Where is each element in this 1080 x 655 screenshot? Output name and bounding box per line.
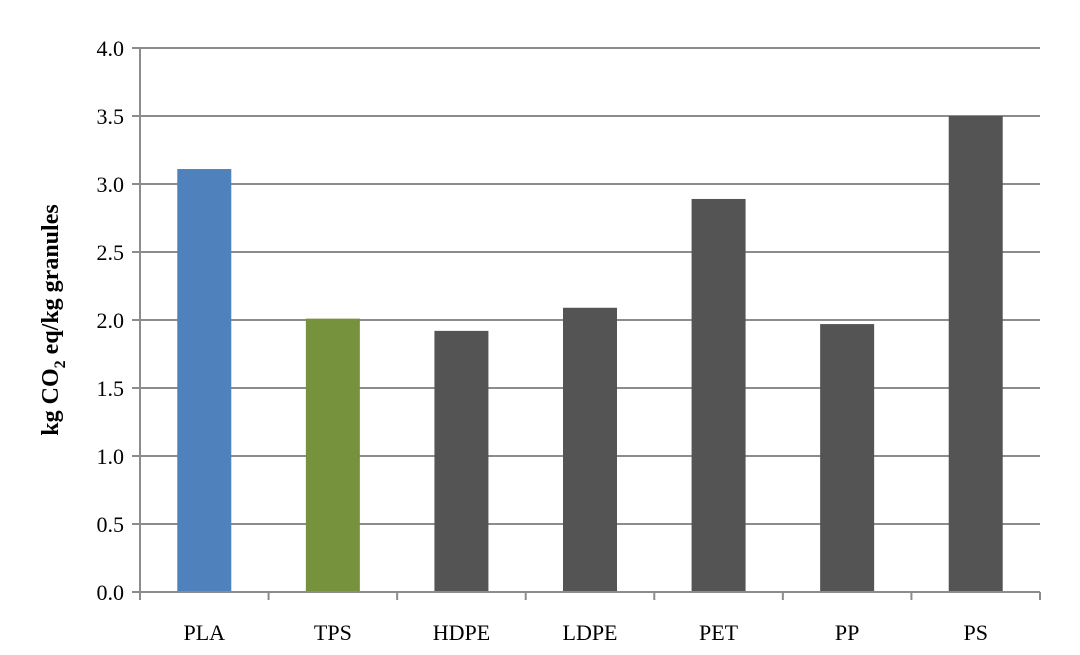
bar-hdpe (434, 330, 489, 592)
y-tick-label: 3.0 (97, 172, 125, 197)
bar-tps (305, 318, 360, 592)
y-tick-label: 2.5 (97, 240, 125, 265)
y-tick-label: 3.5 (97, 104, 125, 129)
y-tick-labels: 0.0 0.5 1.0 1.5 2.0 2.5 3.0 3.5 4.0 (97, 36, 125, 605)
y-tick-label: 4.0 (97, 36, 125, 61)
x-tick-label: HDPE (433, 620, 490, 645)
x-tick-labels: PLA TPS HDPE LDPE PET PP PS (184, 620, 988, 645)
y-axis-label-rest: eq/kg granules (38, 204, 64, 360)
y-axis-label-main: kg CO (38, 368, 64, 435)
y-tick-label: 0.0 (97, 580, 125, 605)
bar-pp (820, 324, 875, 592)
x-tick-label: LDPE (563, 620, 618, 645)
y-axis-label: kg CO2 eq/kg granules (38, 204, 69, 435)
x-tick-label: PLA (184, 620, 226, 645)
x-tick-label: TPS (314, 620, 352, 645)
y-tick-label: 1.5 (97, 376, 125, 401)
x-tick-label: PP (835, 620, 859, 645)
bar-ldpe (563, 307, 617, 592)
x-tick-label: PET (699, 620, 739, 645)
y-axis-label-subscript: 2 (52, 360, 69, 368)
bar-pet (691, 198, 746, 592)
bar-pla (177, 169, 232, 593)
y-tick-label: 1.0 (97, 444, 125, 469)
x-tick-label: PS (963, 620, 987, 645)
y-tick-label: 0.5 (97, 512, 125, 537)
bars (177, 116, 1003, 593)
axes (139, 48, 1041, 600)
bar-ps (948, 116, 1003, 592)
y-tick-label: 2.0 (97, 308, 125, 333)
